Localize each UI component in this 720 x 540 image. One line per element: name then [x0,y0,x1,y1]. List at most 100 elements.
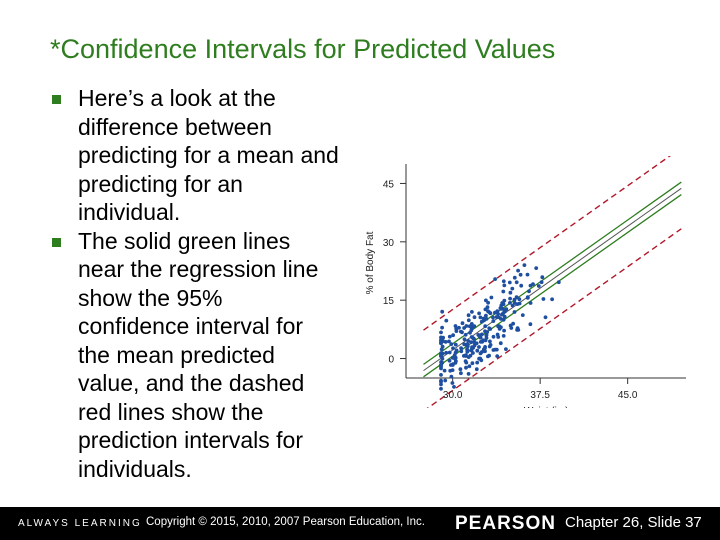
data-point [459,349,464,354]
data-point [534,266,539,270]
data-point [439,360,443,364]
data-point [479,350,484,354]
data-point [451,346,455,351]
data-point [463,332,468,337]
data-point [517,301,522,306]
data-point [478,333,483,338]
data-point [501,311,506,316]
x-tick-label: 45.0 [618,390,638,401]
data-point [464,365,468,370]
data-point [508,301,512,305]
data-point [486,354,490,359]
data-point [439,352,443,357]
footer-bar: ALWAYS LEARNING Copyright © 2015, 2010, … [0,507,720,540]
data-point [483,349,487,354]
data-point [459,371,463,376]
prediction-interval-lower-line [426,228,682,408]
data-point [489,295,494,300]
data-point [543,315,548,320]
data-point [496,312,500,316]
data-point [517,297,522,302]
data-point [502,314,507,319]
slide-title: *Confidence Intervals for Predicted Valu… [50,34,556,64]
data-point [474,341,479,346]
data-point [522,263,527,267]
data-point [463,359,468,363]
bullet-marker-icon [52,237,61,247]
y-tick-label: 15 [383,296,395,307]
data-point [504,307,509,312]
data-point [478,315,483,320]
footer-copyright: Copyright © 2015, 2010, 2007 Pearson Edu… [146,516,425,528]
y-tick-label: 45 [383,179,395,190]
data-point [509,326,514,330]
y-axis-title: % of Body Fat [365,231,376,294]
data-point [483,329,487,334]
data-point [442,368,447,373]
y-tick-label: 30 [383,238,395,249]
bullet-text: Here’s a look at the difference between … [78,85,339,225]
data-point [525,272,530,277]
data-point [441,335,445,340]
data-point [458,367,463,372]
data-point [443,378,448,383]
interval-lines [423,156,682,408]
data-point [475,360,480,365]
data-point [469,348,474,353]
data-point [504,347,508,351]
prediction-interval-upper-line [423,156,672,331]
data-point [541,297,546,301]
data-point [475,348,480,353]
data-point [499,317,503,321]
data-point [439,378,443,383]
data-point [453,342,458,347]
data-point [515,328,519,332]
data-point [472,337,476,341]
data-point [502,328,506,333]
data-point [516,268,520,273]
regression-line [423,187,682,372]
data-point [485,305,490,310]
data-point [462,342,467,347]
bullet-text: The solid green lines near the regressio… [78,227,319,482]
data-point [508,296,512,301]
data-point [466,339,471,343]
data-point [464,324,469,328]
data-point [454,348,459,353]
data-point [470,310,474,314]
data-point [528,322,533,327]
data-point [465,344,470,349]
data-point [510,286,515,291]
data-point [439,386,443,391]
data-point [468,353,473,358]
data-point [466,313,471,318]
data-point [440,356,445,361]
data-point [487,326,492,331]
data-point [464,353,468,358]
data-point [449,374,454,379]
data-point [444,318,449,323]
data-point [518,272,523,277]
data-point [483,324,488,329]
data-point [540,275,545,280]
data-point [477,345,481,349]
data-point [498,306,503,310]
data-point [462,337,467,342]
data-point [447,358,452,363]
data-point [447,339,451,344]
data-point [487,344,492,349]
data-point [484,298,488,303]
data-point [459,329,463,334]
data-point [441,339,445,344]
data-point [477,356,481,361]
footer-brand-logo: PEARSON [455,513,556,534]
data-point [495,354,500,358]
data-point [488,311,493,316]
x-tick-label: 30.0 [443,390,463,401]
bullet-list: Here’s a look at the difference between … [50,84,340,483]
data-point [491,334,496,339]
data-point [439,373,443,377]
data-point [440,309,445,314]
x-axis-title: Waist (in.) [524,406,569,408]
footer-tagline: ALWAYS LEARNING [18,518,142,529]
